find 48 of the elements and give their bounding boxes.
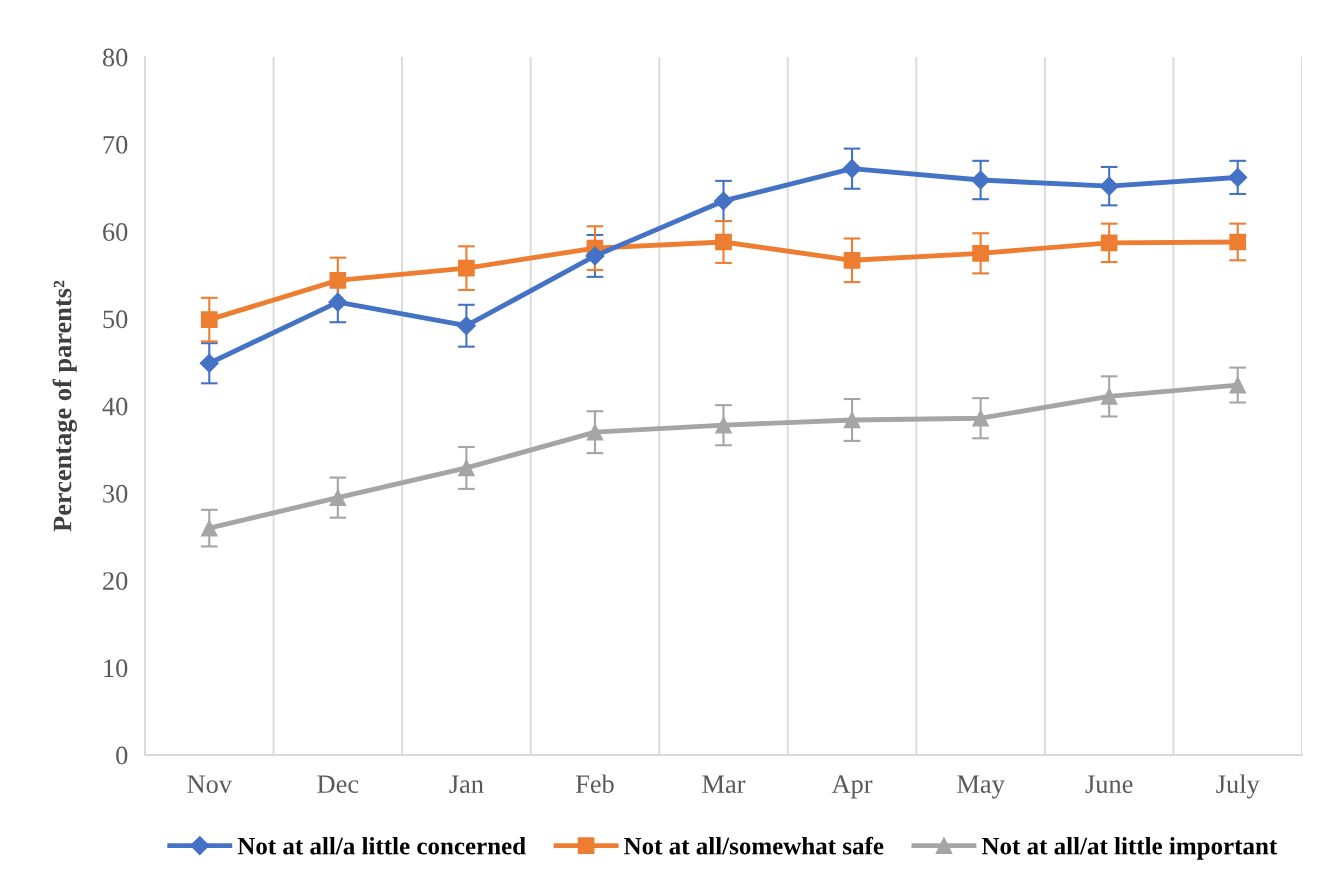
point bbox=[971, 170, 991, 190]
y-tick-label: 20 bbox=[103, 572, 128, 590]
legend-label: Not at all/somewhat safe bbox=[624, 836, 884, 855]
point bbox=[715, 416, 732, 434]
point bbox=[972, 244, 989, 262]
point bbox=[843, 251, 861, 269]
point bbox=[713, 191, 734, 211]
y-tick-label: 80 bbox=[102, 48, 128, 67]
y-tick-label: 10 bbox=[104, 659, 128, 678]
point bbox=[1228, 167, 1248, 187]
point bbox=[1229, 376, 1247, 394]
x-tick-label: Dec bbox=[317, 775, 359, 794]
point bbox=[842, 159, 862, 179]
x-tick-label: Mar bbox=[702, 775, 746, 794]
point bbox=[328, 292, 348, 312]
point bbox=[199, 353, 219, 373]
x-tick-label: Feb bbox=[575, 774, 614, 794]
point bbox=[1100, 234, 1118, 252]
point bbox=[843, 411, 861, 429]
point bbox=[458, 459, 475, 477]
point bbox=[972, 409, 989, 427]
y-tick-label: 40 bbox=[102, 397, 128, 416]
x-tick-label: July bbox=[1216, 774, 1260, 799]
y-tick-label: 30 bbox=[103, 484, 128, 503]
x-tick-label: Jan bbox=[449, 775, 484, 794]
point bbox=[458, 259, 475, 277]
point bbox=[1229, 233, 1247, 251]
point bbox=[329, 489, 347, 506]
point bbox=[585, 246, 605, 266]
point bbox=[1099, 176, 1119, 196]
point bbox=[200, 311, 218, 328]
legend-label: Not at all/at little important bbox=[981, 836, 1278, 860]
y-tick-label: 0 bbox=[116, 746, 128, 765]
y-tick-label: 50 bbox=[103, 310, 128, 329]
x-tick-label: June bbox=[1085, 775, 1133, 794]
x-tick-label: Apr bbox=[831, 775, 873, 799]
y-tick-label: 60 bbox=[103, 223, 128, 241]
point bbox=[715, 233, 732, 251]
y-tick-label: 70 bbox=[103, 135, 128, 154]
x-tick-label: May bbox=[957, 775, 1005, 799]
point bbox=[329, 272, 347, 289]
point bbox=[586, 423, 604, 441]
y-axis-title: Percentage of parents² bbox=[52, 280, 77, 532]
point bbox=[200, 519, 218, 537]
legend-label: Not at all/a little concerned bbox=[237, 836, 526, 855]
x-tick-label: Nov bbox=[187, 775, 232, 794]
point bbox=[1100, 388, 1118, 405]
point bbox=[456, 316, 476, 336]
